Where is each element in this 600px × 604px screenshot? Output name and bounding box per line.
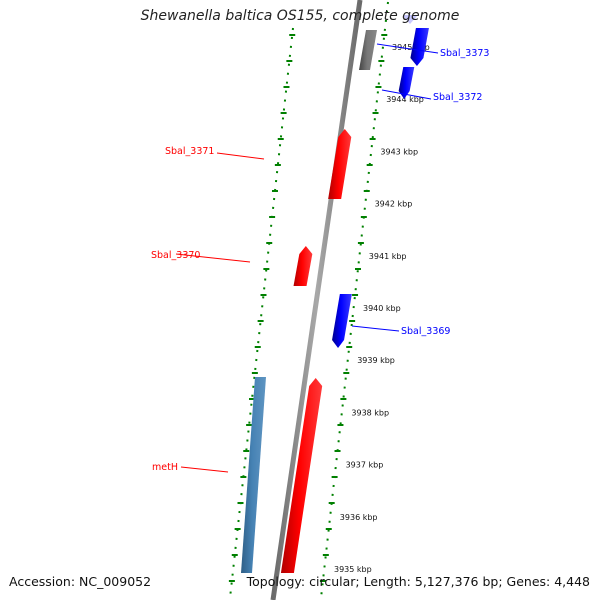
scale-tick-label: 3942 kbp [375,200,413,209]
faded-gene-arrow [403,15,419,24]
gene-label-sbal_3372: Sbal_3372 [433,92,482,103]
scale-tick-label: 3940 kbp [363,304,401,313]
gene-label-sbal_3373: Sbal_3373 [440,48,489,59]
gene-arrow-sbal_3371 [328,129,352,199]
gene-arrow-meth [280,378,323,573]
page-title: Shewanella baltica OS155, complete genom… [140,8,460,24]
steelblue-feature-block [241,377,266,573]
gray-feature-block [359,30,377,70]
scale-tick-label: 3944 kbp [386,95,424,104]
gene-label-leader [381,89,432,100]
gene-arrow-sbal_3372 [398,67,415,99]
scale-tick-label: 3941 kbp [369,252,407,261]
gene-arrow-sbal_3370 [293,246,313,286]
accession-text: Accession: NC_009052 [9,574,152,589]
gene-labels: Sbal_3373 Sbal_3372 Sbal_3371 Sbal_3370 Sbal… [151,43,489,473]
gene-label-leader [180,466,229,473]
scale-tick-label: 3936 kbp [340,513,378,522]
gene-features [241,0,429,601]
gene-label-leader [175,253,251,263]
gene-label-sbal_3369: Sbal_3369 [401,326,450,337]
genome-stats-text: Topology: circular; Length: 5,127,376 bp… [246,574,590,589]
scale-tick-label: 3939 kbp [357,356,395,365]
scale-tick-label: 3935 kbp [334,565,372,574]
scale-tick-label: 3943 kbp [380,147,418,156]
scale-tick-label: 3937 kbp [346,461,384,470]
scale-tick-label: 3945 kbp [392,43,430,52]
gene-arrow-sbal_3369 [332,294,352,348]
gene-label-sbal_3370: Sbal_3370 [151,250,200,261]
gene-arrow-sbal_3373 [410,28,429,66]
gene-label-leader [351,325,400,332]
scale-ticks: 3945 kbp 3944 kbp 3943 kbp 3942 kbp 3941 kbp… [228,34,430,582]
gene-label-leader [216,152,265,160]
gene-label-sbal_3371: Sbal_3371 [165,146,214,157]
gene-label-leader [376,43,439,54]
gene-label-meth: metH [152,462,178,473]
genome-backbone [270,0,363,601]
outer-ring-dotted-line [320,1,389,599]
scale-tick-label: 3938 kbp [351,408,389,417]
